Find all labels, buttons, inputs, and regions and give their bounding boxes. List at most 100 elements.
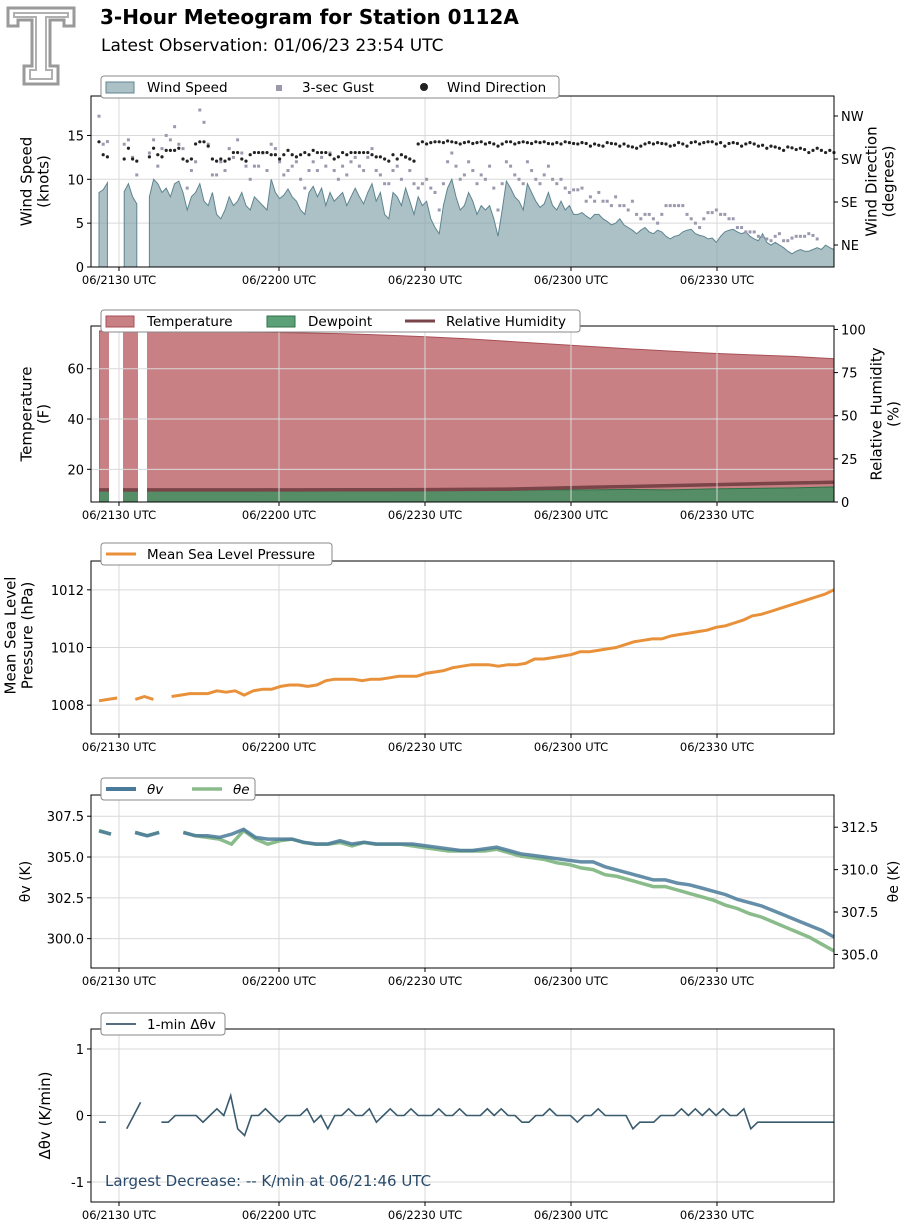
wind-speed-area — [98, 180, 108, 268]
gust-point — [231, 155, 235, 159]
gust-point — [189, 169, 193, 173]
gust-point — [504, 160, 508, 164]
pressure-legend — [100, 542, 333, 566]
gust-point — [782, 239, 786, 243]
wind-direction-point — [635, 146, 639, 150]
wind-direction-point — [525, 141, 530, 145]
dtheta-xtick-label: 06/2300 UTC — [534, 1208, 608, 1222]
wind-direction-point — [194, 142, 198, 146]
gust-point — [362, 169, 366, 173]
wind-legend-label: Wind Direction — [447, 80, 546, 96]
wind-direction-point — [315, 150, 319, 155]
wind-direction-point — [370, 153, 374, 157]
wind-direction-point — [656, 141, 660, 145]
gust-point — [635, 212, 639, 216]
wind-direction-point — [572, 141, 576, 146]
gust-point — [336, 177, 340, 181]
wind-direction-point — [164, 148, 168, 152]
gust-point — [748, 230, 752, 234]
wind-xtick-label: 06/2200 UTC — [242, 273, 316, 287]
gust-point — [685, 212, 689, 216]
wind-xtick-label: 06/2300 UTC — [534, 273, 608, 287]
wind-direction-point — [618, 144, 622, 148]
gust-point — [240, 151, 244, 155]
gust-point — [349, 160, 353, 164]
gust-point — [446, 160, 450, 164]
wind-direction-point — [236, 150, 240, 155]
wind-direction-point — [240, 157, 244, 161]
gust-point — [723, 212, 727, 216]
gust-point — [324, 164, 328, 168]
pressure-line — [171, 588, 835, 698]
wind-direction-point — [311, 148, 315, 152]
wind-direction-point — [357, 150, 361, 155]
gust-point — [378, 173, 382, 177]
wind-direction-point — [437, 140, 441, 144]
wind-direction-point — [601, 144, 605, 148]
theta-xtick-label: 06/2230 UTC — [388, 974, 462, 988]
wind-direction-point — [803, 147, 807, 152]
wind-direction-point — [345, 153, 349, 157]
theta-ytick-label: 305.0 — [47, 851, 84, 866]
wind-direction-point — [643, 142, 647, 146]
wind-direction-point — [500, 142, 504, 146]
gust-point — [601, 199, 605, 203]
gust-point — [227, 147, 231, 151]
gust-point — [454, 164, 458, 168]
wind-direction-point — [399, 153, 403, 157]
wind-direction-point — [521, 140, 525, 144]
gust-point — [719, 212, 723, 216]
wind-direction-point — [488, 141, 492, 145]
wind-direction-point — [147, 155, 151, 159]
wind-speed-area — [123, 182, 138, 268]
wind-direction-point — [202, 140, 206, 144]
gust-point — [567, 190, 571, 194]
gust-point — [630, 199, 634, 203]
wind-direction-point — [626, 144, 630, 148]
wind-direction-point — [395, 157, 399, 161]
wind-direction-point — [765, 146, 769, 150]
wind-direction-point — [458, 142, 462, 146]
pressure-line — [134, 695, 154, 701]
temp-ylabel: (F) — [35, 404, 53, 424]
gust-point — [689, 217, 693, 221]
gust-point — [530, 169, 534, 173]
wind-direction-point — [156, 153, 160, 157]
gust-point — [521, 182, 525, 186]
wind-legend — [100, 75, 560, 99]
temp-legend-label: Relative Humidity — [446, 314, 566, 330]
gust-point — [181, 147, 185, 151]
wind-direction-point — [252, 150, 256, 155]
gust-point — [408, 169, 412, 173]
wind-direction-point — [383, 157, 387, 161]
wind-direction-point — [206, 144, 210, 148]
gust-point — [534, 177, 538, 181]
wind-direction-point — [597, 143, 601, 147]
temp-xtick-label: 06/2200 UTC — [242, 508, 316, 522]
gust-point — [294, 160, 298, 164]
pressure-xtick-label: 06/2330 UTC — [680, 740, 754, 754]
wind-direction-point — [609, 141, 614, 146]
gust-point — [101, 142, 105, 146]
dtheta-ytick-label: 0 — [76, 1110, 84, 1125]
gust-point — [551, 177, 555, 181]
pressure-ylabel: Pressure (hPa) — [19, 582, 37, 690]
relative-humidity-line — [99, 480, 834, 492]
pressure-xtick-label: 06/2200 UTC — [242, 740, 316, 754]
wind-direction-point — [614, 142, 618, 146]
temp-ytick-label: 60 — [67, 363, 84, 378]
wind-xtick-label: 06/2230 UTC — [388, 273, 462, 287]
wind-speed-area — [148, 177, 835, 268]
wind-direction-point — [685, 144, 689, 148]
wind-direction-point — [698, 142, 702, 146]
gust-point — [756, 234, 760, 238]
wind-direction-point — [467, 140, 471, 144]
gust-point — [311, 160, 315, 164]
gust-point — [135, 173, 139, 177]
gust-point — [202, 120, 206, 124]
pressure-ytick-label: 1010 — [51, 642, 84, 657]
wind-direction-point — [681, 142, 685, 146]
wind-direction-point — [542, 140, 546, 144]
wind-direction-point — [366, 150, 370, 155]
gust-point — [198, 108, 202, 112]
